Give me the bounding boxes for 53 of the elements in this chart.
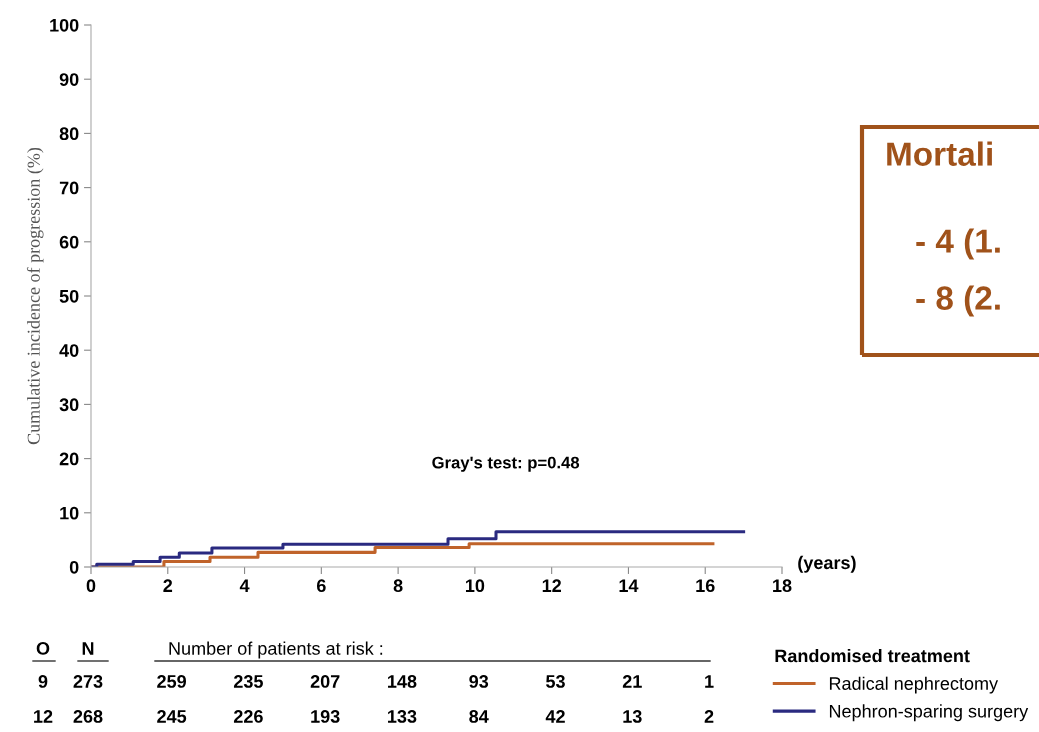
x-tick-label: 2 <box>163 579 173 592</box>
y-tick-label: 70 <box>59 181 79 195</box>
text: 245 <box>157 710 187 723</box>
y-tick-label: 10 <box>60 506 79 520</box>
text: 259 <box>157 675 187 688</box>
y-tick-label: 30 <box>59 398 79 412</box>
x-tick-label: 0 <box>86 579 96 593</box>
text: Mortali <box>887 141 992 166</box>
text: 12 <box>34 710 53 723</box>
text: 2 <box>704 710 714 723</box>
x-tick-label: 10 <box>465 579 485 593</box>
y-tick-label: 40 <box>59 344 79 357</box>
x-tick-label: 16 <box>696 579 715 593</box>
text: 193 <box>311 710 340 723</box>
text: 268 <box>73 710 103 723</box>
text: 235 <box>233 675 263 688</box>
text: 148 <box>388 675 417 688</box>
text: - 4 (1. <box>916 228 1000 260</box>
y-tick-label: 100 <box>50 18 79 32</box>
text: 207 <box>310 675 340 688</box>
y-tick-label: 60 <box>59 235 79 249</box>
text: - 8 (2. <box>916 285 1000 317</box>
text: 13 <box>623 710 642 723</box>
text: 21 <box>622 675 642 688</box>
text: 42 <box>545 710 565 723</box>
text: 93 <box>469 675 489 688</box>
x-tick-label: 6 <box>316 579 326 593</box>
y-tick-label: 80 <box>59 127 79 141</box>
y-tick-label: 20 <box>59 452 79 466</box>
x-axis-title: (years) <box>798 555 856 573</box>
x-tick-label: 4 <box>239 579 250 592</box>
text: 133 <box>388 710 417 723</box>
text: 53 <box>546 675 565 688</box>
text: 1 <box>705 675 714 688</box>
y-tick-label: 50 <box>59 289 79 303</box>
text: 273 <box>73 675 103 688</box>
legend-title: Randomised treatment <box>775 649 970 663</box>
text: 9 <box>38 675 48 688</box>
text: O <box>36 642 50 655</box>
x-tick-label: 18 <box>773 579 792 593</box>
x-tick-label: 8 <box>393 579 403 593</box>
annotation: Gray's test: p=0.48 <box>432 456 580 472</box>
y-tick-label: 0 <box>69 560 79 574</box>
text: Number of patients at risk : <box>169 641 383 659</box>
y-tick-label: 90 <box>59 73 79 86</box>
x-tick-label: 12 <box>542 579 561 592</box>
text: N <box>82 642 94 655</box>
text: 226 <box>233 710 263 723</box>
legend-label: Radical nephrectomy <box>829 676 999 694</box>
x-tick-label: 14 <box>619 579 639 592</box>
legend-label: Nephron-sparing surgery <box>829 704 1029 722</box>
text: 84 <box>469 710 489 723</box>
y-axis-title: Cumulative incidence of progression (%) <box>26 147 44 445</box>
